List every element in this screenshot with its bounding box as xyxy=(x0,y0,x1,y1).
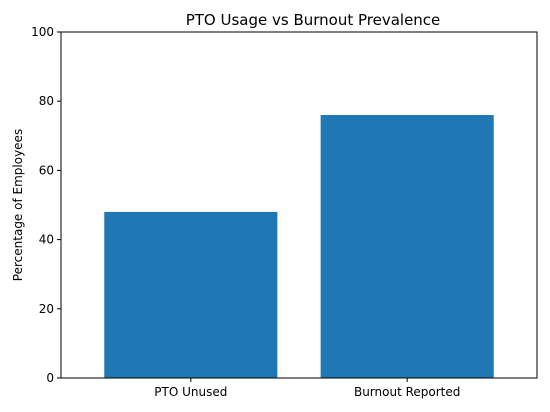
bar-pto-unused xyxy=(104,211,278,378)
x-tick-label: Burnout Reported xyxy=(354,385,460,399)
y-axis-label: Percentage of Employees xyxy=(11,129,25,281)
bar-burnout-reported xyxy=(320,115,494,378)
x-axis-ticks: PTO Unused Burnout Reported xyxy=(154,378,460,399)
chart-title: PTO Usage vs Burnout Prevalence xyxy=(186,11,441,29)
plot-frame xyxy=(60,31,538,379)
y-axis-ticks: 0 20 40 60 80 100 xyxy=(31,25,61,385)
y-tick-label: 80 xyxy=(39,94,54,108)
x-tick-label: PTO Unused xyxy=(154,385,227,399)
bars-group xyxy=(104,115,494,378)
y-tick-label: 20 xyxy=(39,302,54,316)
y-tick-label: 60 xyxy=(39,163,54,177)
y-tick-label: 100 xyxy=(31,25,54,39)
y-tick-label: 40 xyxy=(39,233,54,247)
y-tick-label: 0 xyxy=(46,371,54,385)
